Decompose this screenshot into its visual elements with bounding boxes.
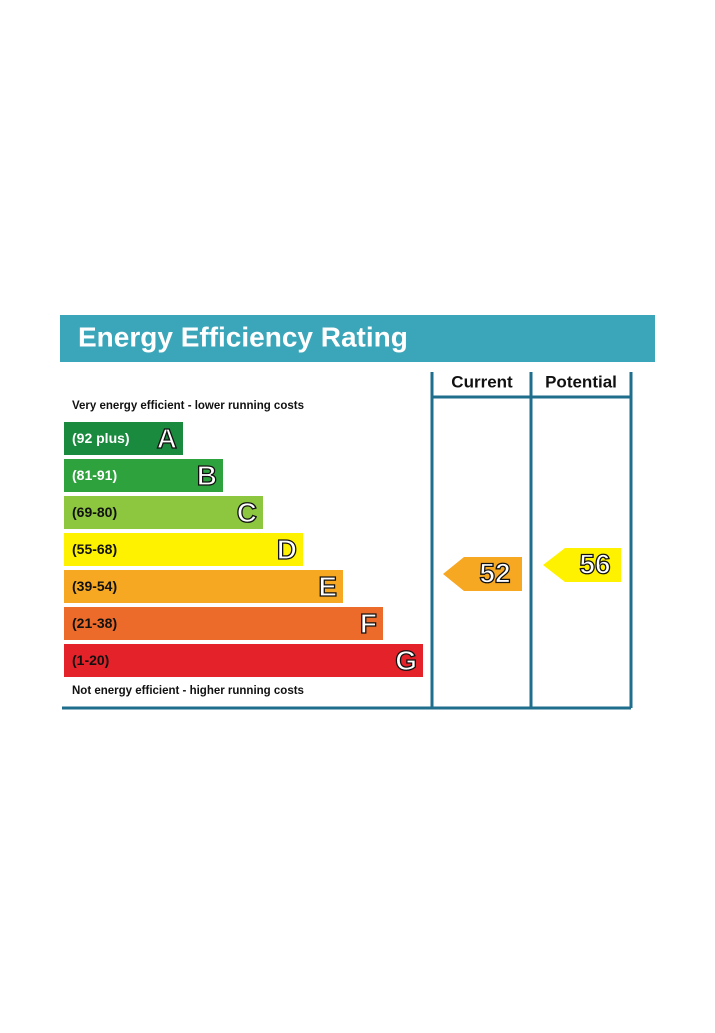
column-header: Potential [545,372,617,391]
band-range: (69-80) [72,504,117,520]
band-letter: F [360,608,377,639]
band-letter: A [157,423,177,454]
band-letter: B [197,460,217,491]
band-range: (21-38) [72,615,117,631]
band-range: (92 plus) [72,430,130,446]
rating-value: 52 [479,557,510,588]
band-letter: C [237,497,257,528]
band-letter: G [395,645,417,676]
rating-arrow [443,557,522,591]
band [64,422,183,455]
band [64,644,423,677]
band-letter: E [318,571,337,602]
column-header: Current [451,372,513,391]
band [64,533,303,566]
title: Energy Efficiency Rating [78,321,408,352]
header-bar [60,315,655,362]
rating-value: 56 [579,548,610,579]
rating-arrow [543,548,621,582]
bottom-note: Not energy efficient - higher running co… [72,685,304,697]
band-range: (1-20) [72,652,109,668]
band [64,496,263,529]
band-range: (39-54) [72,578,117,594]
band [64,570,343,603]
top-note: Very energy efficient - lower running co… [72,400,304,412]
band [64,607,383,640]
band-letter: D [277,534,297,565]
band-range: (55-68) [72,541,117,557]
band [64,459,223,492]
band-range: (81-91) [72,467,117,483]
